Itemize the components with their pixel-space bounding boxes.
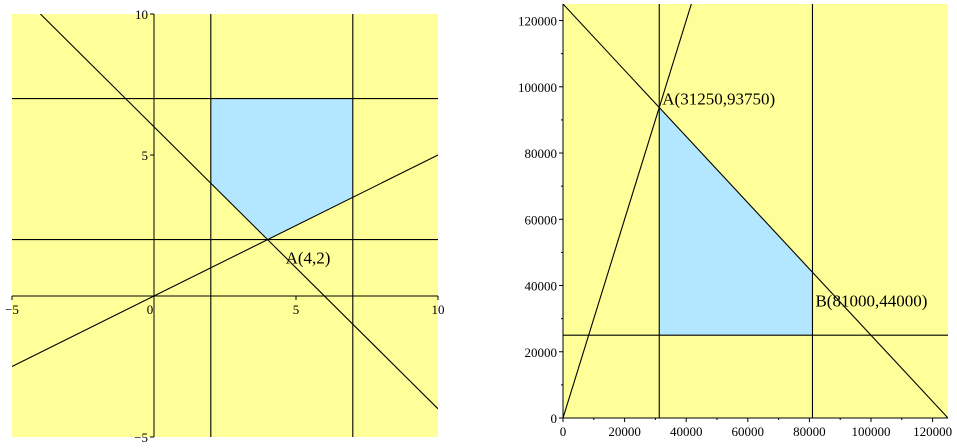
constraint-line-6: [40, 14, 438, 410]
y-tick-label: 20000: [525, 345, 558, 360]
y-tick-label: 10: [135, 7, 148, 22]
x-tick-label: 20000: [608, 424, 641, 439]
y-tick-label: 60000: [525, 212, 558, 227]
feasible-region: [210, 98, 353, 240]
y-tick-label: −5: [134, 430, 148, 445]
constraint-line-4: [563, 4, 948, 418]
y-tick-label: 5: [142, 148, 149, 163]
x-tick-label: 40000: [670, 424, 703, 439]
x-tick-label: 120000: [913, 424, 952, 439]
x-tick-label: 10: [432, 302, 445, 317]
right-plot: 0 20000 40000 60000 80000 100000 120000 0 20000 4…: [518, 4, 952, 439]
point-label: A(4,2): [286, 249, 331, 268]
x-tick-label: 0: [560, 424, 567, 439]
x-tick-label: 0: [147, 302, 154, 317]
constraint-line-5: [12, 154, 438, 367]
left-plot: −5 0 5 10 −5 5 10 A(4,2): [5, 7, 444, 445]
feasible-region: [659, 107, 813, 336]
point-label: A(31250,93750): [662, 90, 775, 109]
plot-background: [12, 14, 438, 437]
y-tick-label: 100000: [518, 80, 557, 95]
y-tick-label: 120000: [518, 14, 557, 29]
x-tick-label: 100000: [852, 424, 891, 439]
constraint-line-5: [563, 4, 692, 418]
x-tick-label: 60000: [732, 424, 765, 439]
y-tick-label: 40000: [525, 279, 558, 294]
y-tick-label: 0: [551, 411, 558, 426]
x-tick-label: −5: [5, 302, 19, 317]
x-tick-label: 5: [293, 302, 300, 317]
y-tick-label: 80000: [525, 146, 558, 161]
point-label: B(81000,44000): [815, 291, 927, 310]
x-tick-label: 80000: [793, 424, 826, 439]
